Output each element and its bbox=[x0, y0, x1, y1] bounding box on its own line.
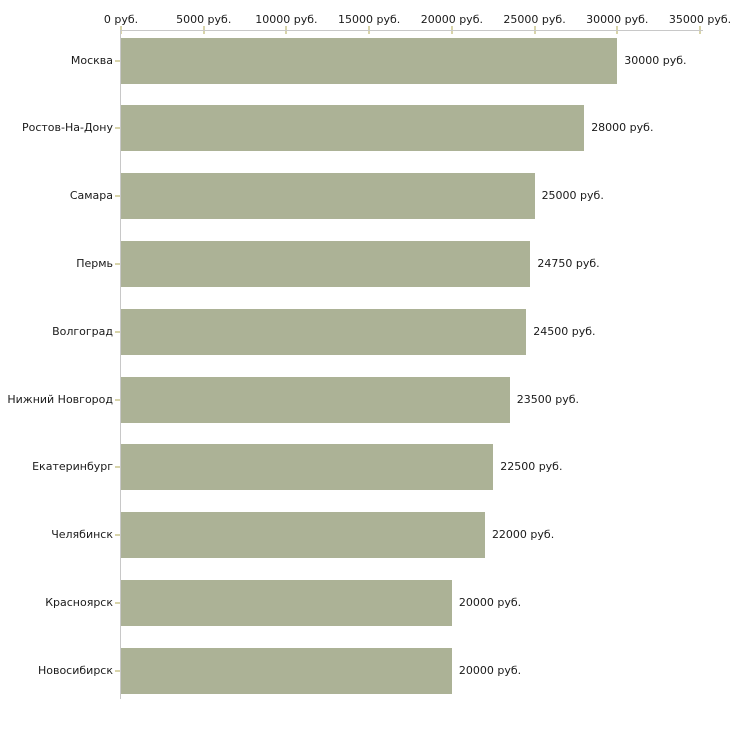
category-tick-mark bbox=[115, 59, 120, 62]
category-tick-mark bbox=[115, 601, 120, 604]
category-tick-mark bbox=[115, 534, 120, 537]
category-label: Екатеринбург bbox=[32, 460, 113, 474]
bar bbox=[121, 579, 452, 626]
bar bbox=[121, 173, 535, 220]
category-tick-mark bbox=[115, 669, 120, 672]
value-label: 25000 руб. bbox=[541, 189, 604, 203]
value-label: 24750 руб. bbox=[537, 256, 600, 270]
x-tick-label: 10000 руб. bbox=[255, 13, 318, 26]
x-tick-label: 0 руб. bbox=[103, 13, 139, 26]
value-label: 20000 руб. bbox=[458, 595, 522, 609]
y-axis-line bbox=[120, 30, 121, 699]
category-label: Красноярск bbox=[45, 595, 113, 609]
value-label: 24500 руб. bbox=[533, 324, 596, 338]
value-label: 23500 руб. bbox=[516, 392, 580, 406]
category-label: Новосибирск bbox=[37, 663, 113, 677]
x-axis-line bbox=[121, 30, 703, 31]
value-label: 20000 руб. bbox=[458, 663, 522, 677]
category-tick-mark bbox=[115, 262, 120, 265]
x-tick-label: 30000 руб. bbox=[586, 13, 649, 26]
category-tick-mark bbox=[115, 398, 120, 401]
category-tick-mark bbox=[115, 127, 120, 130]
bar bbox=[121, 240, 531, 287]
bar bbox=[121, 37, 618, 84]
category-label: Ростов-На-Дону bbox=[21, 121, 113, 135]
bar bbox=[121, 308, 527, 355]
x-tick-label: 20000 руб. bbox=[420, 13, 483, 26]
bar bbox=[121, 376, 510, 423]
category-label: Нижний Новгород bbox=[7, 392, 113, 406]
value-label: 22000 руб. bbox=[491, 528, 555, 542]
category-label: Москва bbox=[70, 53, 113, 67]
bar bbox=[121, 105, 585, 152]
category-label: Пермь bbox=[76, 256, 113, 270]
bar bbox=[121, 512, 485, 559]
x-tick-label: 15000 руб. bbox=[338, 13, 401, 26]
category-tick-mark bbox=[115, 195, 120, 198]
x-tick-label: 35000 руб. bbox=[668, 13, 730, 26]
category-label: Челябинск bbox=[51, 528, 113, 542]
bar bbox=[121, 444, 494, 491]
bar bbox=[121, 647, 452, 694]
category-tick-mark bbox=[115, 330, 120, 333]
x-tick-label: 25000 руб. bbox=[503, 13, 566, 26]
value-label: 28000 руб. bbox=[591, 121, 654, 135]
category-tick-mark bbox=[115, 466, 120, 469]
value-label: 22500 руб. bbox=[500, 460, 563, 474]
category-label: Волгоград bbox=[52, 324, 113, 338]
x-tick-label: 5000 руб. bbox=[176, 13, 232, 26]
value-label: 30000 руб. bbox=[624, 53, 687, 67]
category-label: Самара bbox=[69, 189, 113, 203]
